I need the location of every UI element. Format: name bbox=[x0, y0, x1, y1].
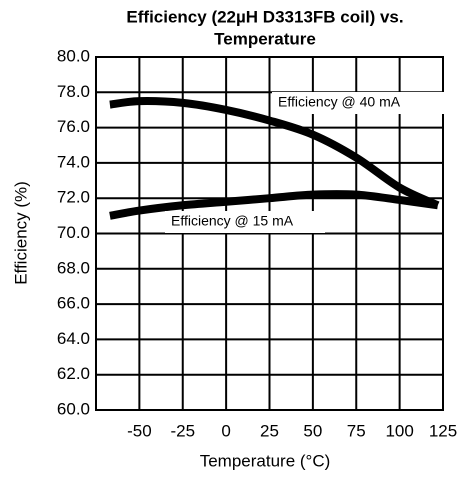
x-tick-label: 100 bbox=[385, 421, 413, 440]
x-tick-label: 25 bbox=[260, 421, 279, 440]
y-tick-label: 64.0 bbox=[57, 329, 90, 348]
series-label-bg bbox=[165, 211, 325, 233]
series-label: Efficiency @ 40 mA bbox=[278, 94, 401, 110]
series-label: Efficiency @ 15 mA bbox=[171, 213, 294, 229]
x-tick-label: 125 bbox=[429, 421, 457, 440]
y-tick-label: 78.0 bbox=[57, 82, 90, 101]
x-tick-label: -50 bbox=[127, 421, 152, 440]
data-line bbox=[109, 190, 439, 220]
plot-frame bbox=[95, 56, 444, 411]
series-label-bg bbox=[272, 92, 445, 114]
y-tick-label: 72.0 bbox=[57, 188, 90, 207]
chart-title: Temperature bbox=[214, 29, 316, 48]
y-tick-label: 66.0 bbox=[57, 294, 90, 313]
x-tick-label: 0 bbox=[221, 421, 230, 440]
data-line bbox=[109, 97, 440, 209]
x-tick-label: -25 bbox=[170, 421, 195, 440]
y-tick-label: 62.0 bbox=[57, 364, 90, 383]
y-tick-label: 60.0 bbox=[57, 399, 90, 418]
y-tick-label: 70.0 bbox=[57, 223, 90, 242]
x-tick-label: 50 bbox=[303, 421, 322, 440]
y-tick-label: 76.0 bbox=[57, 117, 90, 136]
y-tick-label: 74.0 bbox=[57, 152, 90, 171]
x-axis-label: Temperature (°C) bbox=[200, 451, 331, 470]
chart-title: Efficiency (22µH D3313FB coil) vs. bbox=[126, 7, 403, 26]
x-tick-label: 75 bbox=[347, 421, 366, 440]
y-tick-label: 68.0 bbox=[57, 258, 90, 277]
y-tick-label: 80.0 bbox=[57, 46, 90, 65]
y-axis-label: Efficiency (%) bbox=[11, 181, 30, 285]
